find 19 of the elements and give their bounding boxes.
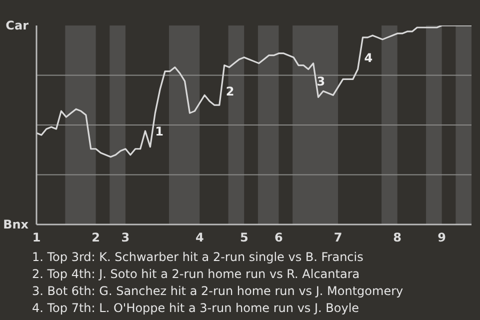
text: 1. Top 3rd: K. Schwarber hit a 2-run single vs B. Francis bbox=[32, 249, 364, 266]
annotation: 4 bbox=[364, 50, 373, 65]
x-tick-label: 2 bbox=[92, 230, 100, 244]
x-tick-label: 4 bbox=[195, 230, 204, 244]
x-tick-label: 3 bbox=[121, 230, 130, 244]
text: Bnx bbox=[3, 218, 29, 232]
text: 4. Top 7th: L. O'Hoppe hit a 3-run home run vs J. Boyle bbox=[32, 300, 360, 317]
x-tick-label: 9 bbox=[438, 230, 446, 244]
x-tick-label: 8 bbox=[393, 230, 402, 244]
annotation: 1 bbox=[155, 124, 164, 138]
annotation: 3 bbox=[316, 74, 326, 89]
x-tick-label: 5 bbox=[240, 230, 248, 244]
annotation: 2 bbox=[226, 84, 234, 99]
text: 2. Top 4th: J. Soto hit a 2-run home run vs R. Alcantara bbox=[32, 266, 361, 283]
x-tick-label: 1 bbox=[32, 230, 41, 244]
x-tick-label: 6 bbox=[274, 230, 283, 244]
text: Car bbox=[6, 18, 29, 32]
x-tick-label: 7 bbox=[334, 230, 342, 244]
text: 3. Bot 6th: G. Sanchez hit a 2-run home run vs J. Montgomery bbox=[32, 283, 404, 300]
